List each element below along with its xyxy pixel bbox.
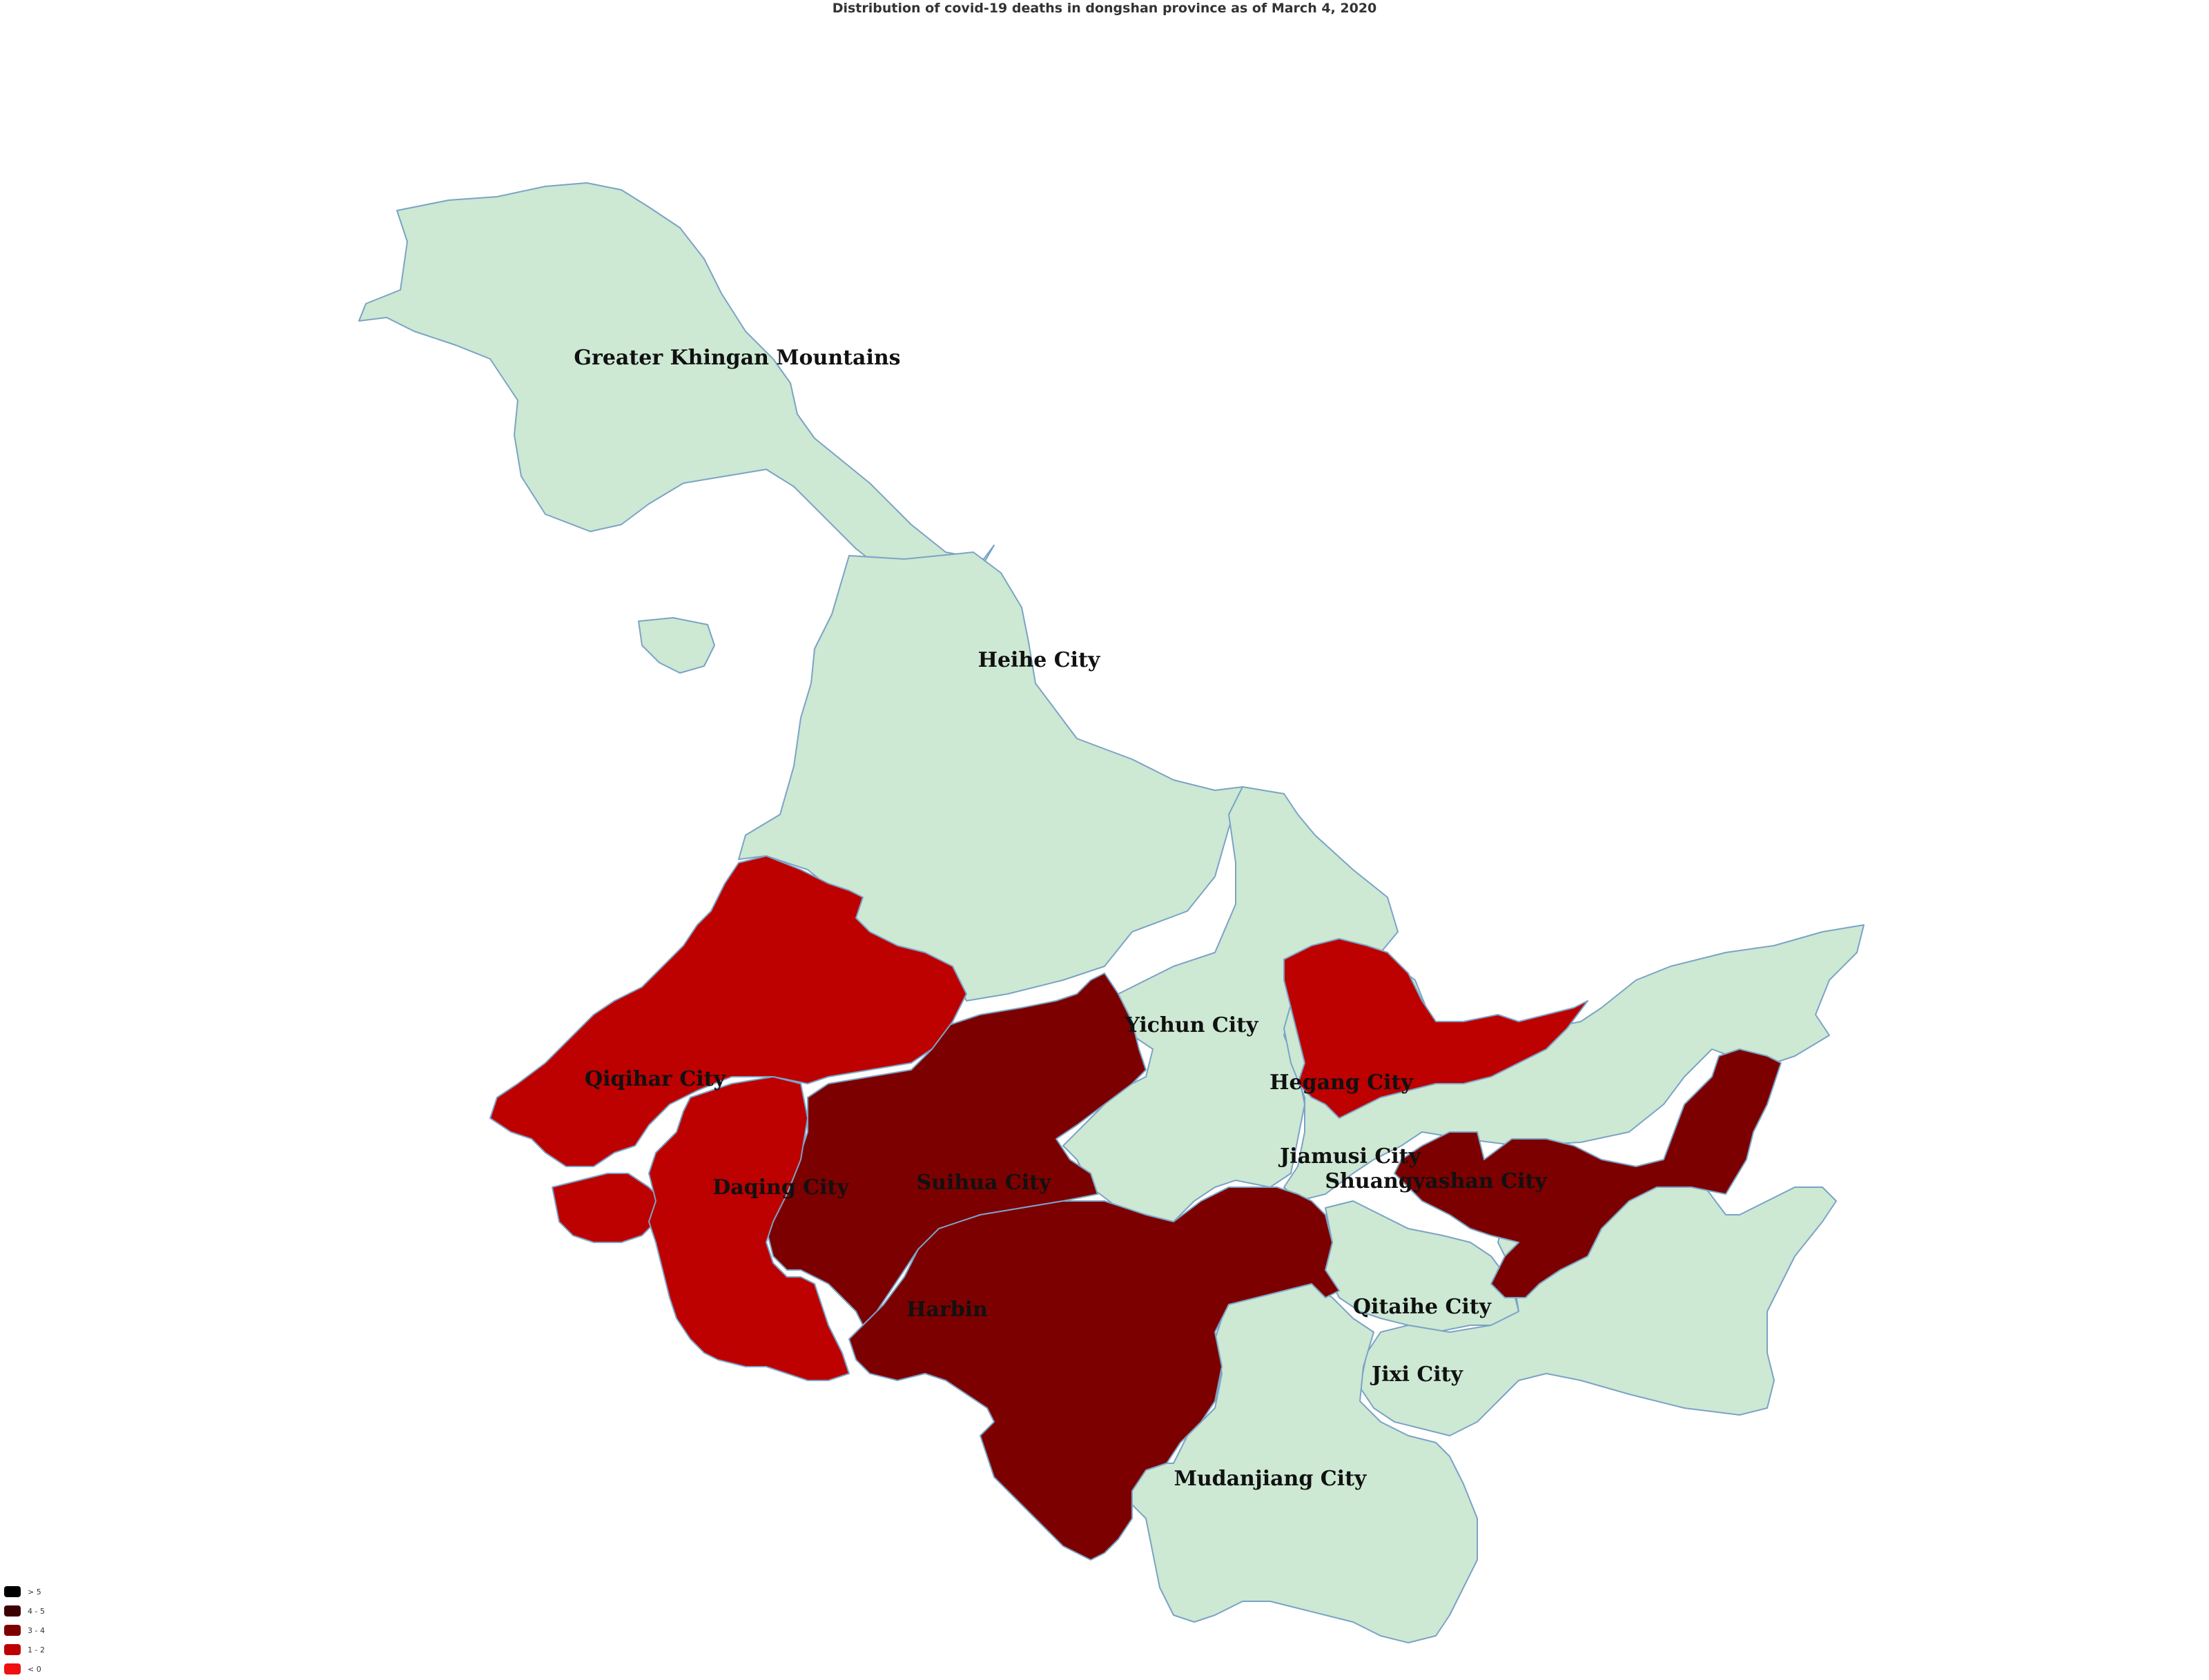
region-greater-khingan-exclave[interactable]	[638, 617, 715, 674]
region-heihe[interactable]	[738, 551, 1243, 1002]
region-jixi[interactable]	[1359, 1173, 1837, 1436]
legend-item[interactable]: > 5	[4, 1583, 45, 1600]
label-daqing: Daqing City	[712, 1175, 850, 1200]
label-qiqihar: Qiqihar City	[585, 1067, 727, 1091]
region-greater-khingan[interactable]	[358, 182, 995, 594]
legend-item[interactable]: 4 - 5	[4, 1603, 45, 1619]
region-qiqihar-south[interactable]	[552, 1173, 663, 1243]
legend: > 5 4 - 5 3 - 4 1 - 2 < 0	[4, 1583, 45, 1680]
label-greater-khingan: Greater Khingan Mountains	[574, 346, 900, 370]
legend-swatch	[4, 1605, 21, 1616]
legend-item[interactable]: 3 - 4	[4, 1622, 45, 1639]
region-daqing[interactable]	[648, 1076, 850, 1381]
region-hegang[interactable]	[1283, 938, 1588, 1119]
legend-label: > 5	[28, 1587, 41, 1596]
label-harbin: Harbin	[906, 1298, 988, 1322]
legend-label: 1 - 2	[28, 1645, 45, 1654]
label-heihe: Heihe City	[978, 648, 1101, 672]
legend-item[interactable]: < 0	[4, 1661, 45, 1677]
map-title: Distribution of covid-19 deaths in dongs…	[832, 1, 1377, 16]
label-hegang: Hegang City	[1269, 1071, 1414, 1095]
legend-swatch	[4, 1663, 21, 1674]
legend-swatch	[4, 1625, 21, 1636]
label-suihua: Suihua City	[917, 1171, 1053, 1195]
label-jixi: Jixi City	[1370, 1362, 1463, 1387]
label-yichun: Yichun City	[1125, 1013, 1260, 1037]
label-jiamusi: Jiamusi City	[1278, 1144, 1421, 1169]
legend-label: 4 - 5	[28, 1606, 45, 1616]
legend-label: < 0	[28, 1664, 41, 1674]
label-qitaihe: Qitaihe City	[1353, 1295, 1492, 1319]
legend-swatch	[4, 1586, 21, 1597]
legend-item[interactable]: 1 - 2	[4, 1641, 45, 1658]
label-shuangyashan: Shuangyashan City	[1325, 1169, 1548, 1193]
region-shuangyashan[interactable]	[1394, 1048, 1782, 1298]
label-mudanjiang: Mudanjiang City	[1174, 1467, 1368, 1491]
legend-label: 3 - 4	[28, 1625, 45, 1635]
region-harbin[interactable]	[848, 1186, 1340, 1561]
legend-swatch	[4, 1644, 21, 1655]
region-qiqihar[interactable]	[489, 855, 967, 1167]
